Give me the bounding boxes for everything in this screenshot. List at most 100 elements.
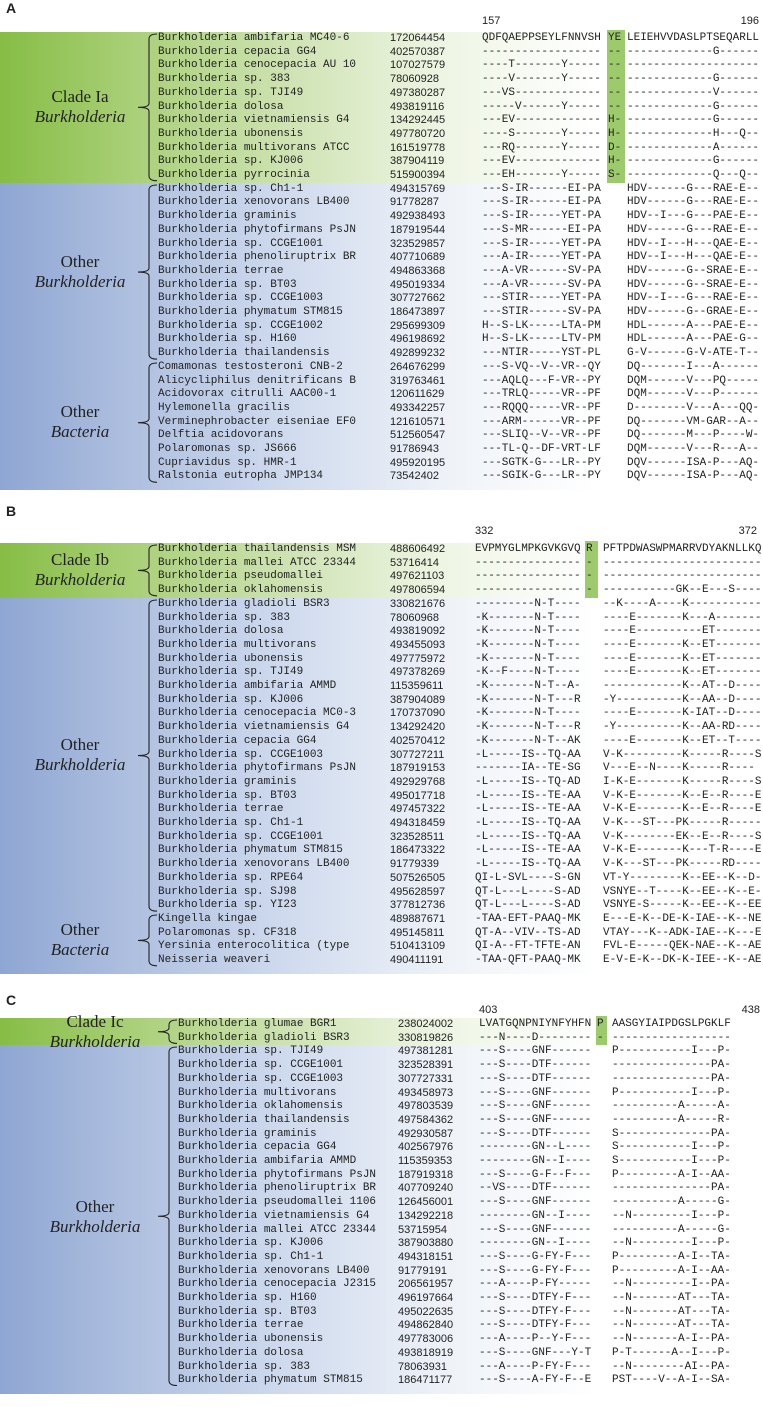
- alignment-row: Burkholderia sp. CCGE1003 307727211 -L----…: [0, 749, 763, 763]
- sequence-left: ---AQLQ---F-VR--PY: [482, 374, 601, 387]
- organism-name: Burkholderia sp. TJI49: [158, 86, 304, 99]
- organism-name: Burkholderia graminis: [158, 775, 297, 788]
- accession-id: 497380287: [390, 86, 446, 99]
- sequence-left: QDFQAEPPSEYLFNNVSH: [482, 32, 601, 44]
- clade-label-line2: Burkholderia: [49, 1031, 141, 1051]
- accession-id: 91779339: [390, 858, 439, 871]
- accession-id: 494318459: [390, 817, 446, 829]
- sequence-right: ----E----------ET-------: [603, 625, 762, 638]
- accession-id: 187919153: [390, 762, 446, 775]
- sequence-left: ---NTIR-----YST-PL: [482, 347, 601, 360]
- organism-name: Yersinia enterocolitica (type: [158, 940, 350, 953]
- organism-name: Burkholderia sp. CCGE1002: [158, 319, 324, 332]
- sequence-left: ----V-------Y-----: [482, 73, 601, 86]
- accession-id: 496197664: [398, 1292, 454, 1304]
- sequence-right: P-----------I---P-: [612, 1086, 731, 1099]
- sequence-right: VTAY---K--ADK-IAE--K---E: [603, 926, 762, 939]
- alignment-row: Burkholderia sp. RPE64 507526505 QI-L-SVL-…: [0, 872, 763, 886]
- accession-id: 497803539: [398, 1100, 454, 1113]
- organism-name: Burkholderia sp. CCGE1003: [178, 1072, 344, 1085]
- sequence-left: --------GN--L----: [479, 1141, 592, 1154]
- sequence-left: ----S-------Y-----: [482, 127, 601, 140]
- panel-label: A: [6, 0, 17, 16]
- organism-name: Burkholderia sp. 383: [178, 1360, 311, 1373]
- accession-id: 495145811: [390, 926, 445, 939]
- sequence-left: ---S----DTF------: [479, 1059, 592, 1072]
- sequence-highlight: --: [608, 73, 622, 86]
- sequence-right: E-V-E-K--DK-K-IEE--K--AE: [603, 954, 762, 966]
- sequence-left: ---EV-------------: [482, 155, 601, 168]
- group-brace-icon: [157, 1019, 178, 1044]
- sequence-right: P---------A-I--TA-: [612, 1250, 731, 1263]
- organism-name: Burkholderia phytofirmans PsJN: [178, 1168, 377, 1181]
- sequence-right: ------------K--AT--D----: [603, 680, 762, 692]
- sequence-right: LEIEHVVDASLPTSEQARLL: [627, 32, 760, 44]
- alignment-row: Burkholderia sp. CCGE1001 323529857 ---S-I…: [0, 238, 763, 252]
- sequence-right: ------------------------: [603, 570, 762, 583]
- alignment-row: Burkholderia cepacia GG4 402567976 -------…: [0, 1141, 763, 1155]
- sequence-right: -------------Q---Q--: [627, 169, 760, 181]
- sequence-right: DQM------V---R---A--: [627, 443, 760, 455]
- organism-name: Burkholderia dolosa: [178, 1346, 304, 1359]
- sequence-left: QT-L---L----S-AD: [475, 885, 581, 898]
- alignment-row: Burkholderia pyrrocinia 515900394 ---EH---…: [0, 169, 763, 183]
- alignment-row: Burkholderia ambifaria AMMD 115359353 ----…: [0, 1155, 763, 1169]
- sequence-left: -K--F----N-T----: [475, 666, 581, 679]
- organism-name: Polaromonas sp. JS666: [158, 443, 297, 455]
- position-start: 403: [479, 1004, 498, 1016]
- organism-name: Delftia acidovorans: [158, 429, 284, 442]
- sequence-right: PST----V--A-I--SA-: [612, 1374, 731, 1387]
- accession-id: 402570412: [390, 734, 446, 747]
- alignment-row: Burkholderia sp. Ch1-1 494315769 ---S-IR--…: [0, 183, 763, 197]
- group-brace-icon: [137, 184, 158, 360]
- organism-name: Burkholderia sp. CCGE1003: [158, 292, 324, 305]
- organism-name: Burkholderia sp. TJI49: [178, 1045, 324, 1058]
- organism-name: Burkholderia cenocepacia J2315: [178, 1278, 377, 1291]
- sequence-right: V-K---------K-----R----S: [603, 748, 762, 761]
- alignment-row: Burkholderia phytofirmans PsJN 187919544 -…: [0, 224, 763, 238]
- alignment-row: Burkholderia phymatum STM815 186473897 ---…: [0, 306, 763, 320]
- accession-id: 512560547: [390, 429, 446, 442]
- organism-name: Alicycliphilus denitrificans B: [158, 374, 357, 387]
- accession-id: 330821676: [390, 597, 446, 610]
- clade-label-line1: Clade Ic: [66, 1011, 124, 1031]
- sequence-right: --N-------AT---TA-: [612, 1305, 731, 1318]
- sequence-left: ---SGTK-G---LR--PY: [482, 456, 601, 469]
- organism-name: Comamonas testosteroni CNB-2: [158, 360, 343, 373]
- alignment-row: Burkholderia sp. CCGE1001 323528511 -L----…: [0, 831, 763, 845]
- alignment-row: Burkholderia gladioli BSR3 330819826 ---N-…: [0, 1032, 763, 1046]
- organism-name: Burkholderia phymatum STM815: [158, 306, 343, 318]
- organism-name: Acidovorax citrulli AAC00-1: [158, 388, 337, 401]
- alignment-row: Burkholderia ubonensis 497783006 ---A----P…: [0, 1333, 763, 1347]
- alignment-row: Burkholderia sp. Ch1-1 494318151 ---S----G…: [0, 1251, 763, 1265]
- sequence-right: P---------A-I--AA-: [612, 1264, 731, 1277]
- organism-name: Burkholderia phytofirmans PsJN: [158, 762, 357, 775]
- sequence-left: ---SLIQ--V--VR--PF: [482, 429, 601, 442]
- organism-name: Burkholderia ambifaria AMMD: [158, 680, 337, 692]
- accession-id: 387903880: [398, 1237, 454, 1250]
- clade-label-line2: Bacteria: [50, 422, 110, 442]
- organism-name: Ralstonia eutropha JMP134: [158, 470, 324, 483]
- alignment-row: Burkholderia sp. CCGE1003 307727662 ---STI…: [0, 292, 763, 306]
- sequence-left: ---S----GNF------: [479, 1100, 592, 1113]
- sequence-right: HDV--I---G---RAE-E--: [627, 292, 760, 305]
- sequence-left: --------GN--I----: [479, 1155, 592, 1167]
- group-brace-icon: [137, 914, 158, 967]
- organism-name: Burkholderia xenovorans LB400: [158, 196, 350, 209]
- accession-id: 495019334: [390, 278, 446, 291]
- accession-id: 377812736: [390, 899, 446, 912]
- accession-id: 407709240: [398, 1182, 454, 1195]
- sequence-left: -K-------N-T--A-: [475, 680, 581, 692]
- alignment-row: Burkholderia gladioli BSR3 330821676 -----…: [0, 598, 763, 612]
- sequence-left: -K-------N-T---R: [475, 721, 581, 734]
- sequence-left: ---S----DTFY-F---: [479, 1292, 592, 1304]
- clade-label-line2: Burkholderia: [34, 755, 126, 775]
- sequence-left: -L-----IS--TE-AA: [475, 803, 581, 816]
- sequence-highlight: -: [597, 1031, 604, 1044]
- group-brace-icon: [157, 1046, 178, 1387]
- sequence-right: S-----------I---P-: [612, 1141, 731, 1154]
- alignment-row: Burkholderia ubonensis 497775972 -K-------…: [0, 653, 763, 667]
- accession-id: 494862840: [398, 1319, 454, 1332]
- sequence-left: QT-L---L----S-AD: [475, 899, 581, 912]
- sequence-left: ---------N-T----: [475, 597, 581, 610]
